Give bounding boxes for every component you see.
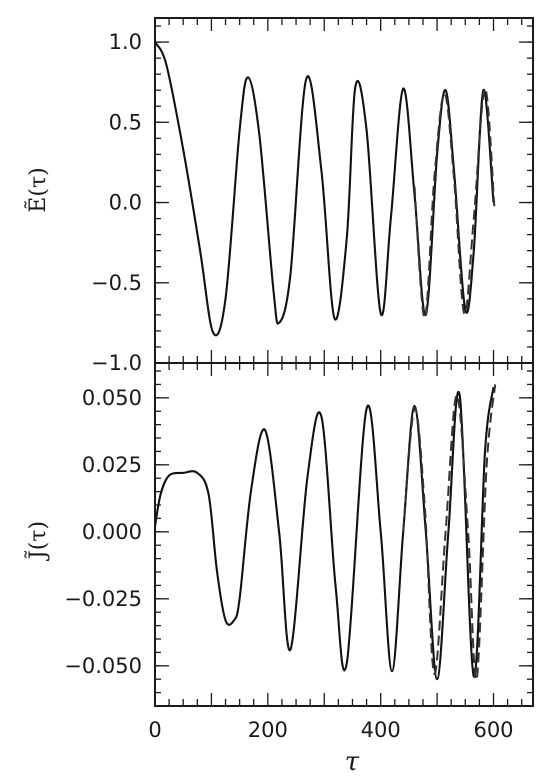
energy-y-tick-label: 0.0 bbox=[109, 191, 142, 215]
energy-y-tick-label: 0.5 bbox=[109, 110, 142, 134]
x-tick-label: 200 bbox=[248, 718, 288, 742]
energy-series-solid bbox=[154, 41, 495, 337]
current-y-tick-label: −0.050 bbox=[64, 654, 142, 678]
energy-curves bbox=[154, 41, 496, 337]
current-y-tick-label: 0.050 bbox=[82, 386, 142, 410]
x-tick-label: 600 bbox=[473, 718, 513, 742]
current-y-tick-label: 0.000 bbox=[82, 520, 142, 544]
current-curves bbox=[153, 384, 497, 681]
current-series-dashed bbox=[402, 384, 497, 681]
current-ticks: 0.050 0.025 0.000 −0.025 −0.050 bbox=[64, 363, 533, 707]
energy-y-tick-label: 1.0 bbox=[109, 30, 142, 54]
current-y-axis-title: J̃(τ) bbox=[25, 521, 51, 561]
energy-series-dashed bbox=[413, 87, 496, 320]
x-tick-labels: 0 200 400 600 bbox=[148, 718, 513, 742]
x-tick-label: 0 bbox=[148, 718, 161, 742]
current-y-tick-label: 0.025 bbox=[82, 453, 142, 477]
current-plot-frame bbox=[154, 362, 534, 707]
energy-y-tick-label: −1.0 bbox=[91, 351, 142, 375]
energy-ticks: 1.0 0.5 0.0 −0.5 −1.0 bbox=[91, 18, 533, 375]
current-y-tick-label: −0.025 bbox=[64, 587, 142, 611]
x-tick-label: 400 bbox=[361, 718, 401, 742]
energy-panel: 1.0 0.5 0.0 −0.5 −1.0 Ẽ(τ) bbox=[23, 17, 534, 375]
current-series-solid bbox=[153, 386, 495, 681]
energy-y-axis-title: Ẽ(τ) bbox=[23, 167, 51, 212]
x-axis-title: τ bbox=[345, 747, 360, 777]
current-panel: 0.050 0.025 0.000 −0.025 −0.050 J̃(τ) bbox=[25, 362, 534, 707]
energy-y-tick-label: −0.5 bbox=[91, 271, 142, 295]
